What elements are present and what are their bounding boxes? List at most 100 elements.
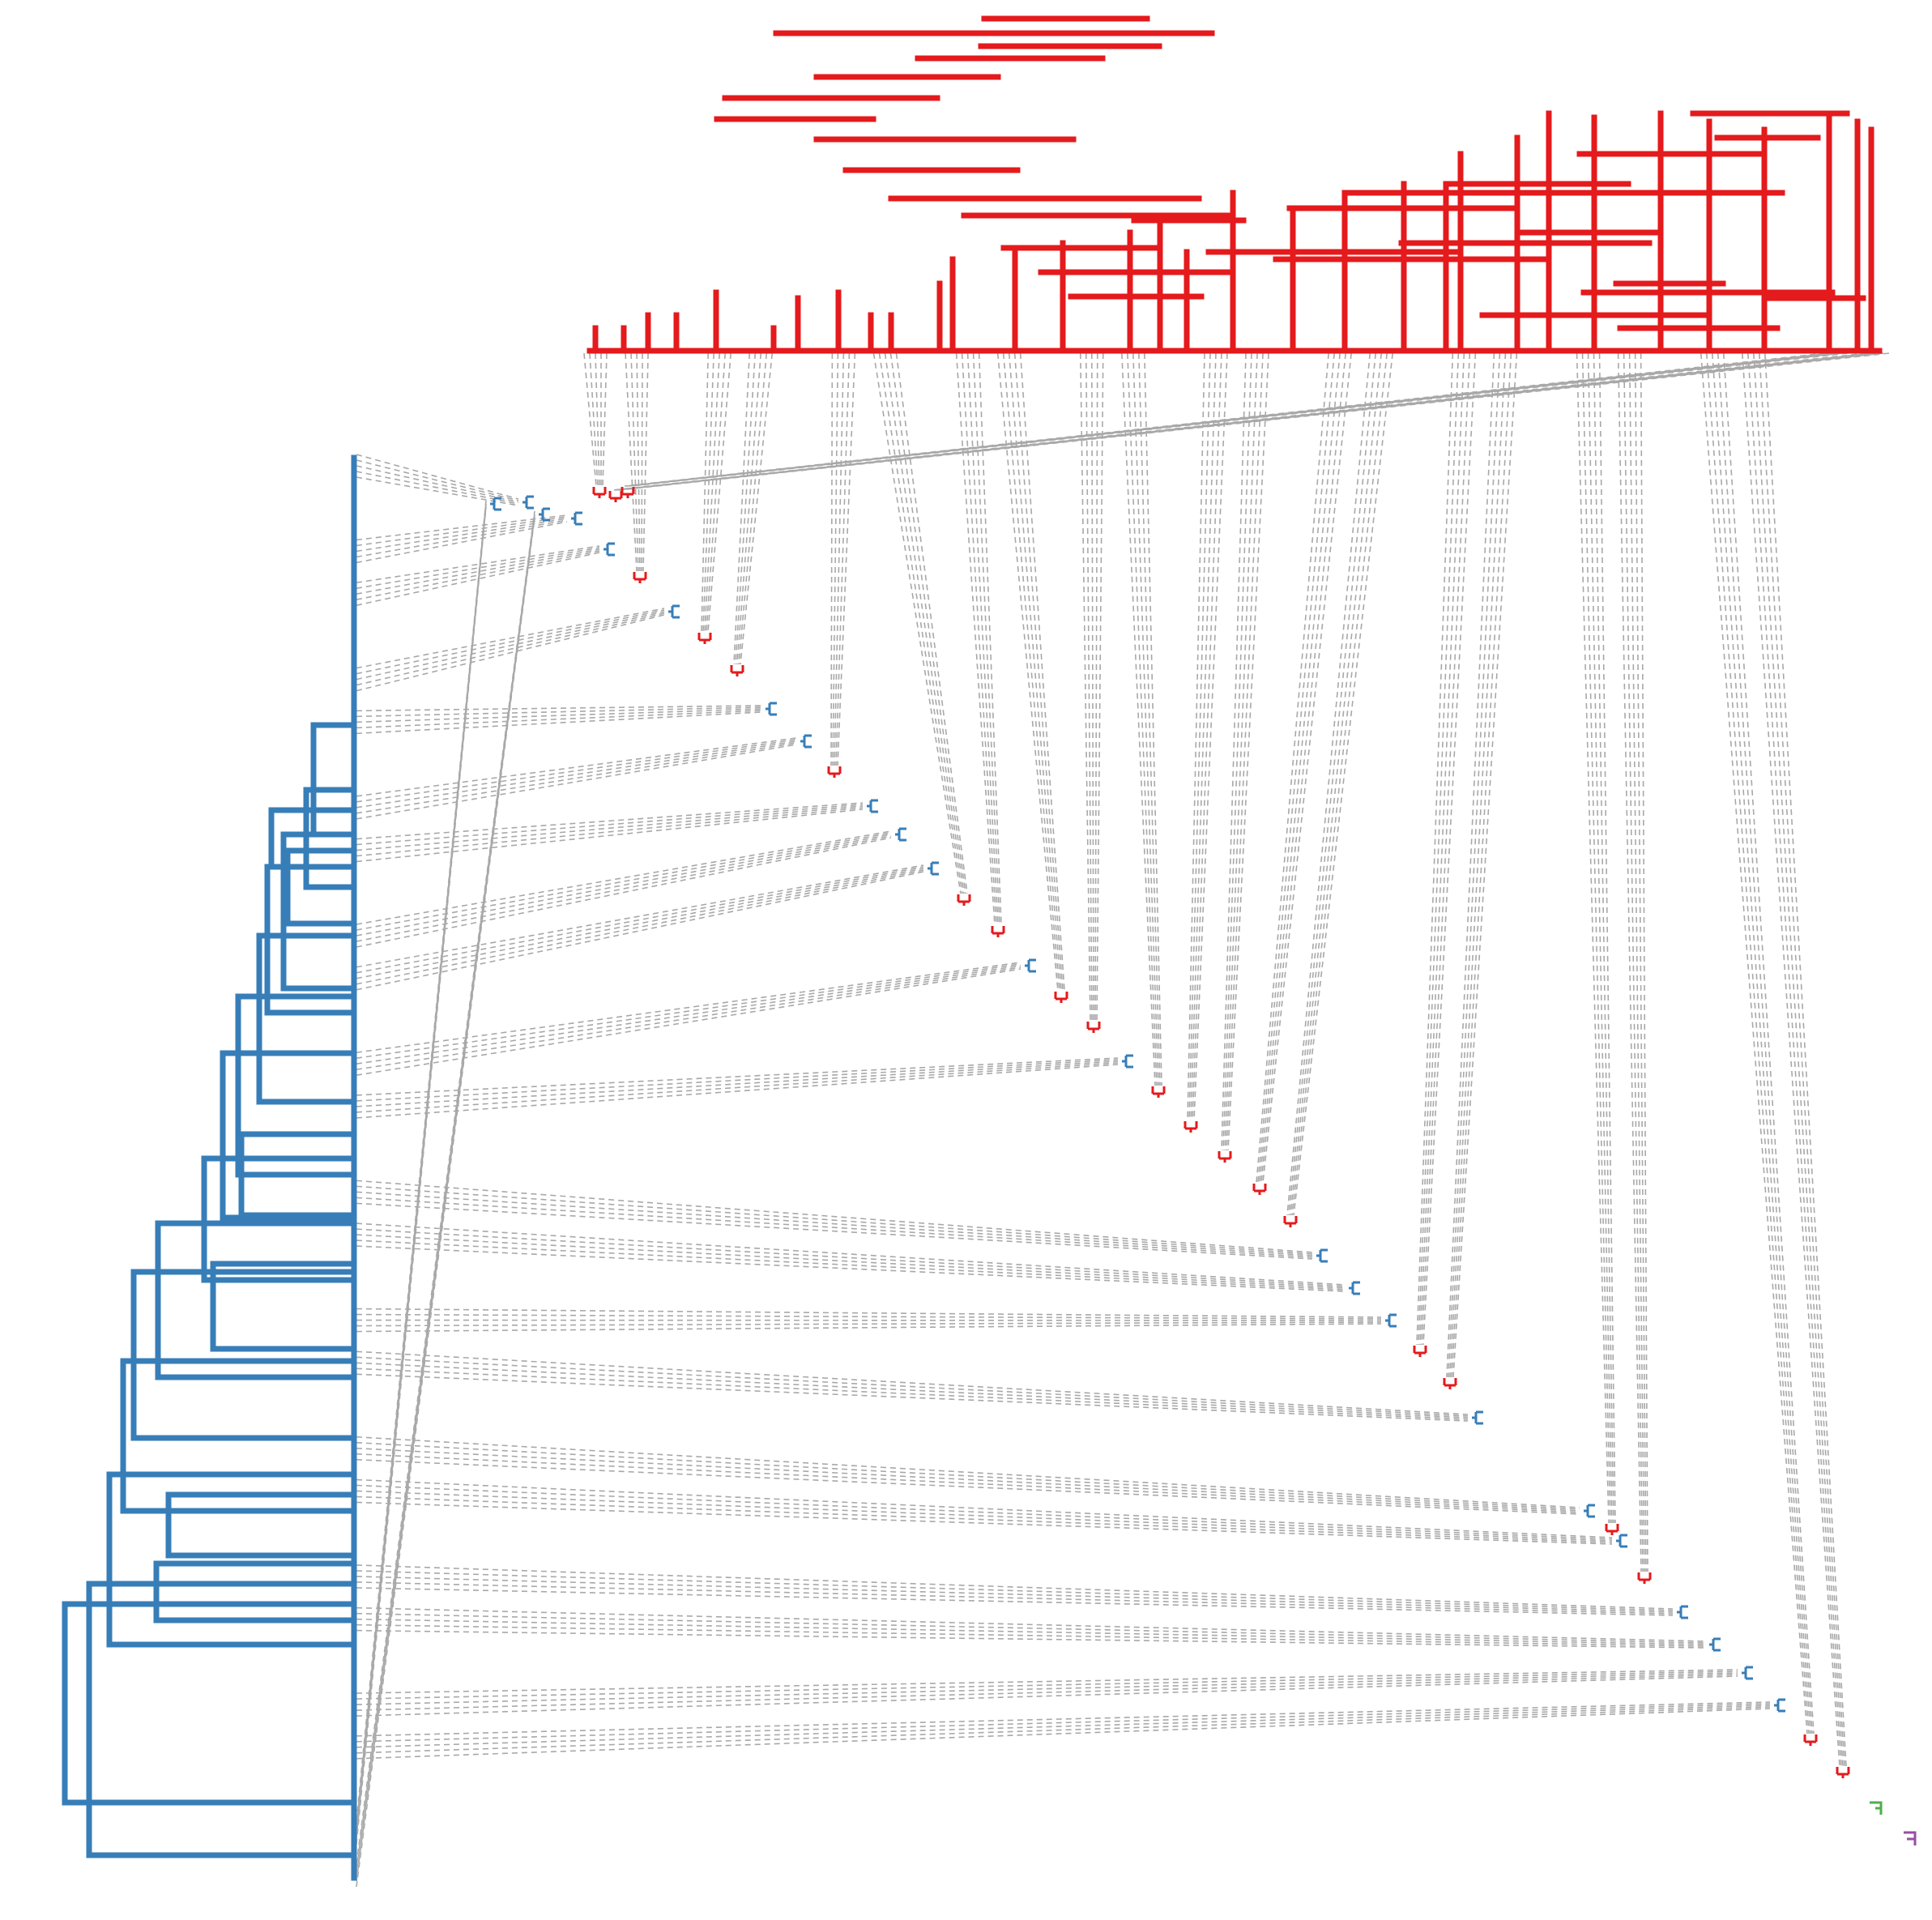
blue-marker-7 <box>895 827 906 842</box>
connector-1 <box>589 352 599 487</box>
connector-185 <box>356 1436 1580 1508</box>
green-outlier-marker <box>1870 1801 1883 1815</box>
connector-152 <box>356 868 924 979</box>
connector-68 <box>1291 352 1388 1216</box>
blue-marker-13 <box>1385 1313 1397 1328</box>
connector-79 <box>1452 352 1518 1378</box>
connector-64 <box>1262 352 1352 1184</box>
connector-182 <box>356 1362 1469 1419</box>
red-marker-9 <box>1151 1086 1166 1098</box>
left-join-13 <box>62 1601 357 1806</box>
connector-13 <box>706 352 726 633</box>
connector-184 <box>356 1373 1469 1422</box>
connector-2 <box>595 352 600 487</box>
connector-141 <box>356 804 864 846</box>
connector-69 <box>1293 352 1394 1216</box>
connector-142 <box>356 805 864 851</box>
connector-18 <box>738 352 768 665</box>
left-join-8 <box>155 1220 357 1380</box>
red-marker-6 <box>991 926 1005 937</box>
connector-4 <box>602 352 608 487</box>
red-marker-20 <box>621 487 635 498</box>
red-marker-3 <box>730 665 744 676</box>
connector-52 <box>1190 352 1217 1121</box>
connector-120 <box>356 545 600 583</box>
left-join-0 <box>310 722 357 838</box>
connector-81 <box>1581 352 1611 1524</box>
connector-188 <box>356 1453 1580 1513</box>
connector-60 <box>1256 352 1329 1184</box>
red-marker-12 <box>1252 1184 1267 1195</box>
connector-85 <box>1617 352 1642 1572</box>
connector-123 <box>356 550 600 600</box>
red-marker-14 <box>1413 1346 1427 1357</box>
connector-110 <box>356 454 519 500</box>
connector-119 <box>356 521 568 564</box>
connector-193 <box>356 1495 1613 1543</box>
blue-marker-2 <box>603 542 615 557</box>
red-marker-16 <box>1605 1524 1619 1535</box>
connector-7 <box>636 352 641 572</box>
connector-191 <box>356 1484 1613 1540</box>
connector-111 <box>356 459 519 501</box>
connector-143 <box>356 807 864 857</box>
connector-26 <box>878 352 963 894</box>
connector-53 <box>1192 352 1222 1121</box>
connector-127 <box>356 611 665 681</box>
blue-marker-20 <box>1774 1698 1785 1713</box>
red-marker-4 <box>827 766 842 778</box>
connector-156 <box>356 963 1021 1059</box>
blue-marker-3 <box>668 604 680 619</box>
connector-173 <box>356 1239 1346 1291</box>
connector-200 <box>356 1606 1706 1642</box>
connector-155 <box>356 962 1021 1053</box>
connector-59 <box>1227 352 1269 1151</box>
connector-48 <box>1138 352 1161 1086</box>
connector-91 <box>1705 352 1810 1734</box>
blue-marker-11 <box>1316 1248 1328 1263</box>
connector-195 <box>356 1564 1674 1610</box>
left-join-18 <box>268 807 357 870</box>
left-join-11 <box>106 1471 357 1648</box>
connector-112 <box>356 465 519 503</box>
connector-96 <box>1747 352 1842 1767</box>
connector-24 <box>837 352 856 766</box>
connector-97 <box>1753 352 1844 1767</box>
connector-50 <box>1187 352 1205 1121</box>
connector-31 <box>961 352 997 926</box>
connector-158 <box>356 966 1021 1070</box>
connector-164 <box>356 1064 1119 1119</box>
connector-21 <box>832 352 839 766</box>
connector-61 <box>1257 352 1335 1184</box>
blue-marker-14 <box>1472 1410 1483 1425</box>
connector-40 <box>1079 352 1091 1022</box>
connector-51 <box>1188 352 1211 1121</box>
connector-121 <box>356 547 600 589</box>
connector-160 <box>356 1057 1119 1096</box>
connector-72 <box>1419 352 1465 1346</box>
connector-109 <box>618 352 1890 491</box>
connector-167 <box>356 1191 1313 1257</box>
connector-62 <box>1259 352 1341 1184</box>
blue-marker-8 <box>928 861 939 876</box>
diagonal-leaf-markers <box>490 487 1917 1845</box>
connector-5 <box>625 352 638 572</box>
red-marker-1 <box>633 572 647 583</box>
purple-outlier-marker <box>1904 1831 1917 1845</box>
blue-marker-22 <box>539 507 550 522</box>
red-marker-0 <box>592 487 607 498</box>
connector-186 <box>356 1441 1580 1510</box>
connector-139 <box>356 744 797 820</box>
connector-150 <box>356 864 924 968</box>
blue-marker-10 <box>1122 1054 1133 1069</box>
blue-marker-15 <box>1584 1504 1595 1518</box>
left-join-10 <box>120 1358 357 1514</box>
connector-6 <box>630 352 639 572</box>
connector-201 <box>356 1612 1706 1644</box>
connector-54 <box>1193 352 1228 1121</box>
red-marker-11 <box>1218 1151 1232 1163</box>
connector-56 <box>1222 352 1252 1151</box>
connector-41 <box>1085 352 1093 1022</box>
connector-203 <box>356 1623 1706 1647</box>
